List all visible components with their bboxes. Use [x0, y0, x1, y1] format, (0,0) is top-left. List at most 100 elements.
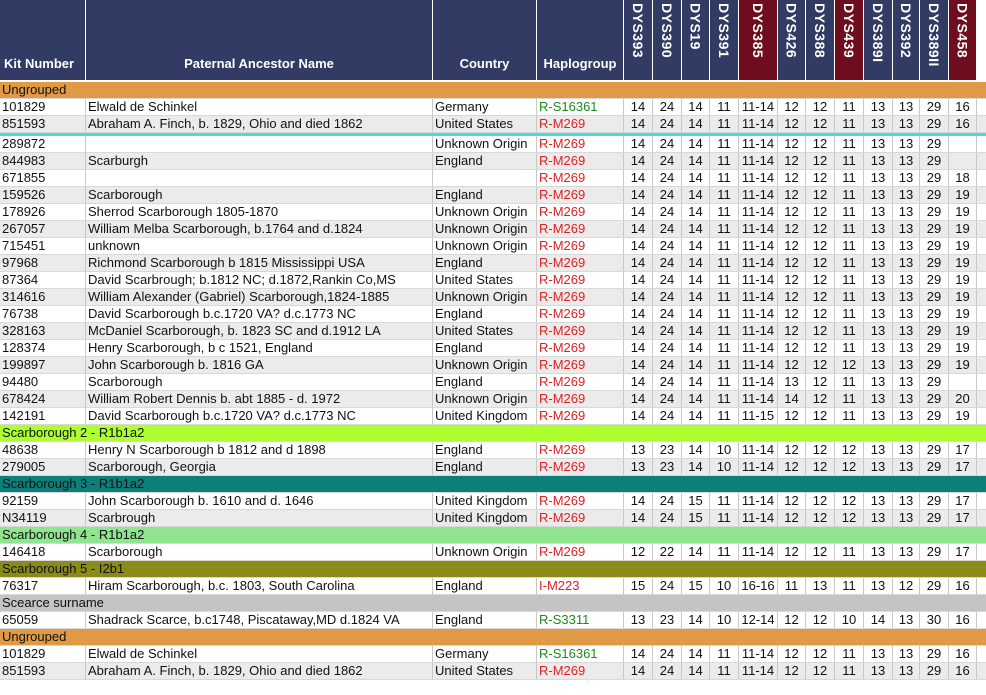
- col-header-marker[interactable]: DYS392: [893, 0, 920, 80]
- marker-value-cell: 11: [710, 408, 739, 424]
- table-row[interactable]: 48638 Henry N Scarborough b 1812 and d 18…: [0, 442, 986, 459]
- table-row[interactable]: 97968 Richmond Scarborough b 1815 Mississ…: [0, 255, 986, 272]
- table-row[interactable]: 76738 David Scarborough b.c.1720 VA? d.c.…: [0, 306, 986, 323]
- marker-value-cell: 12: [778, 272, 806, 288]
- marker-value-cell: 13: [893, 510, 920, 526]
- marker-value-cell: 14: [682, 289, 710, 305]
- marker-value-cell: 13: [864, 493, 893, 509]
- table-row[interactable]: 128374 Henry Scarborough, b c 1521, Engla…: [0, 340, 986, 357]
- marker-value-cell: 14: [778, 391, 806, 407]
- marker-value-cell: 11: [710, 187, 739, 203]
- table-row[interactable]: 101829 Elwald de Schinkel Germany R-S16361 1…: [0, 646, 986, 663]
- col-header-marker[interactable]: DYS390: [653, 0, 682, 80]
- ancestor-name-cell: Richmond Scarborough b 1815 Mississippi …: [86, 255, 433, 271]
- ancestor-name-cell: William Melba Scarborough, b.1764 and d.…: [86, 221, 433, 237]
- table-row[interactable]: 199897 John Scarborough b. 1816 GA Unknown…: [0, 357, 986, 374]
- table-row[interactable]: 142191 David Scarborough b.c.1720 VA? d.c…: [0, 408, 986, 425]
- marker-value-cell: 12: [806, 272, 835, 288]
- table-row[interactable]: 87364 David Scarbrough; b.1812 NC; d.1872…: [0, 272, 986, 289]
- marker-value-cell: 13: [864, 116, 893, 132]
- table-row[interactable]: N34119 Scarbrough United Kingdom R-M269 14 24…: [0, 510, 986, 527]
- col-header-ancestor-name[interactable]: Paternal Ancestor Name: [86, 0, 433, 80]
- table-row[interactable]: 101829 Elwald de Schinkel Germany R-S16361 1…: [0, 99, 986, 116]
- marker-value-cell: 13: [864, 646, 893, 662]
- marker-value-cell: 10: [710, 612, 739, 628]
- marker-value-cell: 12: [778, 646, 806, 662]
- marker-value-cell: 29: [920, 238, 949, 254]
- marker-value-cell: 11-14: [739, 272, 778, 288]
- marker-value-cell: 24: [653, 510, 682, 526]
- marker-value-cell: 19: [949, 187, 977, 203]
- col-header-marker[interactable]: DYS391: [710, 0, 739, 80]
- haplogroup-cell: R-M269: [537, 238, 624, 254]
- table-row[interactable]: 92159 John Scarborough b. 1610 and d. 164…: [0, 493, 986, 510]
- col-header-marker[interactable]: DYS458: [949, 0, 977, 80]
- table-row[interactable]: 267057 William Melba Scarborough, b.1764 …: [0, 221, 986, 238]
- haplogroup-cell: R-M269: [537, 544, 624, 560]
- table-row[interactable]: 76317 Hiram Scarborough, b.c. 1803, South…: [0, 578, 986, 595]
- table-row[interactable]: 671855 R-M269 14 24 14 11 11-14 12 12 11 13 13 29 18: [0, 170, 986, 187]
- marker-value-cell: 14: [624, 221, 653, 237]
- haplogroup-cell: R-S16361: [537, 99, 624, 115]
- marker-value-cell: 17: [949, 510, 977, 526]
- marker-value-cell: 11-14: [739, 153, 778, 169]
- marker-value-cell: 17: [949, 544, 977, 560]
- table-row[interactable]: 678424 William Robert Dennis b. abt 1885 …: [0, 391, 986, 408]
- marker-value-cell: 13: [893, 459, 920, 475]
- marker-value-cell: 11: [710, 340, 739, 356]
- col-header-country[interactable]: Country: [433, 0, 537, 80]
- marker-value-cell: 11: [710, 170, 739, 186]
- marker-value-cell: 12: [778, 493, 806, 509]
- marker-value-cell: 12: [806, 170, 835, 186]
- kit-number-cell: 678424: [0, 391, 86, 407]
- marker-value-cell: 13: [893, 391, 920, 407]
- col-header-marker[interactable]: DYS385: [739, 0, 778, 80]
- section-separator: [0, 133, 986, 136]
- marker-value-cell: 14: [682, 238, 710, 254]
- col-header-haplogroup[interactable]: Haplogroup: [537, 0, 624, 80]
- table-row[interactable]: 94480 Scarborough England R-M269 14 24 14 11 11-…: [0, 374, 986, 391]
- marker-value-cell: 11: [710, 510, 739, 526]
- table-row[interactable]: 314616 William Alexander (Gabriel) Scarbo…: [0, 289, 986, 306]
- table-row[interactable]: 328163 McDaniel Scarborough, b. 1823 SC a…: [0, 323, 986, 340]
- col-header-marker[interactable]: DYS388: [806, 0, 835, 80]
- table-row[interactable]: 844983 Scarburgh England R-M269 14 24 14 11 11-1…: [0, 153, 986, 170]
- group-header-row: Scarborough 2 - R1b1a2: [0, 425, 986, 442]
- marker-value-cell: 12: [806, 238, 835, 254]
- marker-value-cell: 14: [682, 357, 710, 373]
- col-header-marker[interactable]: DYS389II: [920, 0, 949, 80]
- marker-value-cell: 12: [624, 544, 653, 560]
- table-row[interactable]: 178926 Sherrod Scarborough 1805-1870 Unkno…: [0, 204, 986, 221]
- table-row[interactable]: 289872 Unknown Origin R-M269 14 24 14 11 11-14 1…: [0, 136, 986, 153]
- table-row[interactable]: 159526 Scarborough England R-M269 14 24 14 11 11…: [0, 187, 986, 204]
- table-row[interactable]: 65059 Shadrack Scarce, b.c1748, Piscatawa…: [0, 612, 986, 629]
- marker-value-cell: 29: [920, 136, 949, 152]
- kit-number-cell: 76317: [0, 578, 86, 594]
- col-header-kit-number[interactable]: Kit Number: [0, 0, 86, 80]
- col-header-marker[interactable]: DYS389I: [864, 0, 893, 80]
- table-row[interactable]: 146418 Scarborough Unknown Origin R-M269 12 2…: [0, 544, 986, 561]
- kit-number-cell: N34119: [0, 510, 86, 526]
- marker-value-cell: 14: [624, 323, 653, 339]
- kit-number-cell: 267057: [0, 221, 86, 237]
- marker-value-cell: 12: [806, 510, 835, 526]
- table-row[interactable]: 715451 unknown Unknown Origin R-M269 14 24 14 1…: [0, 238, 986, 255]
- col-header-marker[interactable]: DYS426: [778, 0, 806, 80]
- table-row[interactable]: 851593 Abraham A. Finch, b. 1829, Ohio an…: [0, 663, 986, 680]
- marker-value-cell: 29: [920, 374, 949, 390]
- marker-value-cell: 24: [653, 255, 682, 271]
- country-cell: Unknown Origin: [433, 544, 537, 560]
- col-header-marker[interactable]: DYS393: [624, 0, 653, 80]
- marker-value-cell: 14: [682, 170, 710, 186]
- col-header-marker[interactable]: DYS19: [682, 0, 710, 80]
- col-header-marker[interactable]: DYS439: [835, 0, 864, 80]
- marker-value-cell: 11-14: [739, 204, 778, 220]
- haplogroup-cell: R-M269: [537, 323, 624, 339]
- table-row[interactable]: 851593 Abraham A. Finch, b. 1829, Ohio an…: [0, 116, 986, 133]
- table-row[interactable]: 279005 Scarborough, Georgia England R-M269 1…: [0, 459, 986, 476]
- haplogroup-cell: R-M269: [537, 493, 624, 509]
- marker-value-cell: 11: [835, 391, 864, 407]
- country-cell: United Kingdom: [433, 493, 537, 509]
- marker-value-cell: 13: [893, 289, 920, 305]
- table-header: Kit Number Paternal Ancestor Name Countr…: [0, 0, 977, 80]
